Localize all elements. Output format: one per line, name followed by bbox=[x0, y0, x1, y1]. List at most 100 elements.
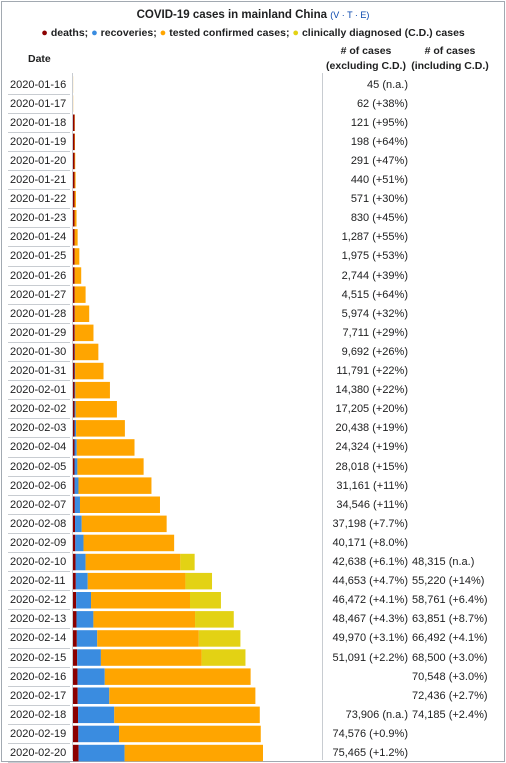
bar-confirmed bbox=[74, 286, 86, 303]
bar-confirmed bbox=[81, 515, 167, 533]
bar-deaths bbox=[73, 190, 75, 208]
row-date: 2020-02-09 bbox=[10, 536, 67, 549]
bar-deaths bbox=[73, 515, 76, 533]
row-separator bbox=[8, 456, 70, 458]
cases-including-value: 48,315 (n.a.) bbox=[412, 556, 475, 569]
bar-cd bbox=[180, 553, 195, 571]
bar-deaths bbox=[73, 477, 75, 494]
bar-deaths bbox=[73, 381, 75, 399]
bar-deaths bbox=[73, 439, 75, 456]
cases-excluding-value: 11,791 (+22%) bbox=[336, 365, 408, 378]
bar-confirmed bbox=[75, 401, 117, 418]
cases-excluding-value: 40,171 (+8.0%) bbox=[332, 536, 408, 549]
cases-excluding-value: 37,198 (+7.7%) bbox=[332, 517, 408, 530]
bar-deaths bbox=[73, 248, 75, 265]
row-date: 2020-01-26 bbox=[10, 269, 67, 282]
bar-confirmed bbox=[74, 171, 76, 189]
cases-excluding-value: 28,018 (+15%) bbox=[335, 460, 408, 473]
bar-confirmed bbox=[97, 630, 199, 647]
row-separator bbox=[8, 246, 70, 248]
row-date: 2020-01-29 bbox=[10, 326, 67, 339]
row-date: 2020-01-22 bbox=[10, 193, 67, 206]
vte-links-text[interactable]: V · T · E bbox=[333, 10, 367, 20]
cases-excluding-value: 74,576 (+0.9%) bbox=[332, 727, 408, 740]
bar-deaths bbox=[73, 420, 75, 437]
row-date: 2020-01-16 bbox=[10, 78, 67, 91]
cases-including-value: 58,761 (+6.4%) bbox=[412, 594, 488, 607]
bar-cd bbox=[195, 611, 234, 628]
bar-recovered bbox=[76, 611, 94, 628]
row-separator bbox=[8, 361, 70, 362]
cases-excluding-value: 198 (+64%) bbox=[350, 135, 408, 148]
bar-deaths bbox=[73, 649, 78, 666]
row-separator bbox=[8, 590, 70, 592]
bar-confirmed bbox=[119, 725, 261, 743]
row-date: 2020-01-17 bbox=[10, 97, 67, 110]
row-separator bbox=[8, 552, 70, 553]
bar-confirmed bbox=[85, 553, 181, 571]
row-separator bbox=[8, 265, 70, 267]
bar-confirmed bbox=[87, 572, 186, 590]
bar-recovered bbox=[76, 592, 92, 609]
bar-confirmed bbox=[74, 305, 90, 322]
legend-cd-icon: ● bbox=[292, 27, 300, 39]
row-separator bbox=[8, 666, 70, 668]
bar-confirmed bbox=[74, 324, 94, 342]
bar-confirmed bbox=[78, 477, 152, 494]
row-date: 2020-02-15 bbox=[10, 651, 67, 664]
row-separator bbox=[8, 647, 70, 649]
row-separator bbox=[8, 685, 70, 687]
cases-excluding-value: 9,692 (+26%) bbox=[341, 345, 408, 358]
bar-recovered bbox=[74, 381, 76, 399]
cases-excluding-value: 49,970 (+3.1%) bbox=[332, 632, 408, 645]
row-separator bbox=[8, 150, 70, 152]
row-separator bbox=[8, 704, 70, 706]
bar-confirmed bbox=[76, 420, 125, 437]
bar-recovered bbox=[74, 458, 78, 475]
cases-including-value: 72,436 (+2.7%) bbox=[412, 689, 488, 702]
bar-confirmed bbox=[74, 343, 99, 361]
bar-deaths bbox=[73, 572, 76, 590]
row-separator bbox=[8, 208, 70, 210]
cases-excluding-value: 42,638 (+6.1%) bbox=[332, 556, 408, 569]
header-date: Date bbox=[28, 53, 51, 65]
row-date: 2020-02-20 bbox=[10, 747, 67, 760]
cases-excluding-value: 7,711 (+29%) bbox=[342, 326, 408, 339]
bar-recovered bbox=[74, 496, 80, 513]
bar-deaths bbox=[73, 286, 75, 303]
cases-excluding-value: 20,438 (+19%) bbox=[335, 422, 408, 435]
cases-including-value: 68,500 (+3.0%) bbox=[412, 651, 488, 664]
cases-excluding-value: 44,653 (+4.7%) bbox=[332, 575, 408, 588]
cases-excluding-value: 73,906 (n.a.) bbox=[345, 708, 408, 721]
row-date: 2020-01-21 bbox=[10, 174, 67, 187]
bar-cd bbox=[198, 630, 241, 647]
row-separator bbox=[8, 341, 70, 343]
bar-confirmed bbox=[74, 248, 80, 265]
row-separator bbox=[8, 532, 70, 534]
bar-confirmed bbox=[114, 706, 260, 724]
row-date: 2020-01-24 bbox=[10, 231, 67, 244]
chart-title: COVID-19 cases in mainland China (V · T … bbox=[0, 9, 506, 21]
cases-excluding-value: 291 (+47%) bbox=[350, 154, 408, 167]
row-separator bbox=[8, 131, 70, 133]
row-separator bbox=[8, 723, 70, 725]
cases-excluding-value: 46,472 (+4.1%) bbox=[332, 594, 408, 607]
legend-deaths-icon: ● bbox=[41, 27, 48, 39]
vte-links[interactable]: (V · T · E) bbox=[330, 10, 370, 20]
row-separator bbox=[8, 189, 70, 191]
cases-excluding-value: 1,975 (+53%) bbox=[341, 250, 408, 263]
legend-confirmed-icon: ● bbox=[159, 27, 167, 39]
row-date: 2020-02-16 bbox=[10, 670, 67, 683]
cases-excluding-value: 24,324 (+19%) bbox=[335, 441, 408, 454]
bar-confirmed bbox=[77, 458, 144, 475]
bar-deaths bbox=[73, 630, 77, 647]
row-date: 2020-01-20 bbox=[10, 154, 67, 167]
bar-confirmed bbox=[91, 592, 190, 609]
row-date: 2020-01-28 bbox=[10, 307, 67, 320]
legend-recoveries-label: recoveries bbox=[100, 27, 154, 39]
row-date: 2020-01-23 bbox=[10, 212, 67, 225]
row-separator bbox=[8, 322, 70, 324]
row-separator bbox=[8, 628, 70, 630]
bar-deaths bbox=[73, 553, 76, 571]
row-date: 2020-01-18 bbox=[10, 116, 67, 129]
